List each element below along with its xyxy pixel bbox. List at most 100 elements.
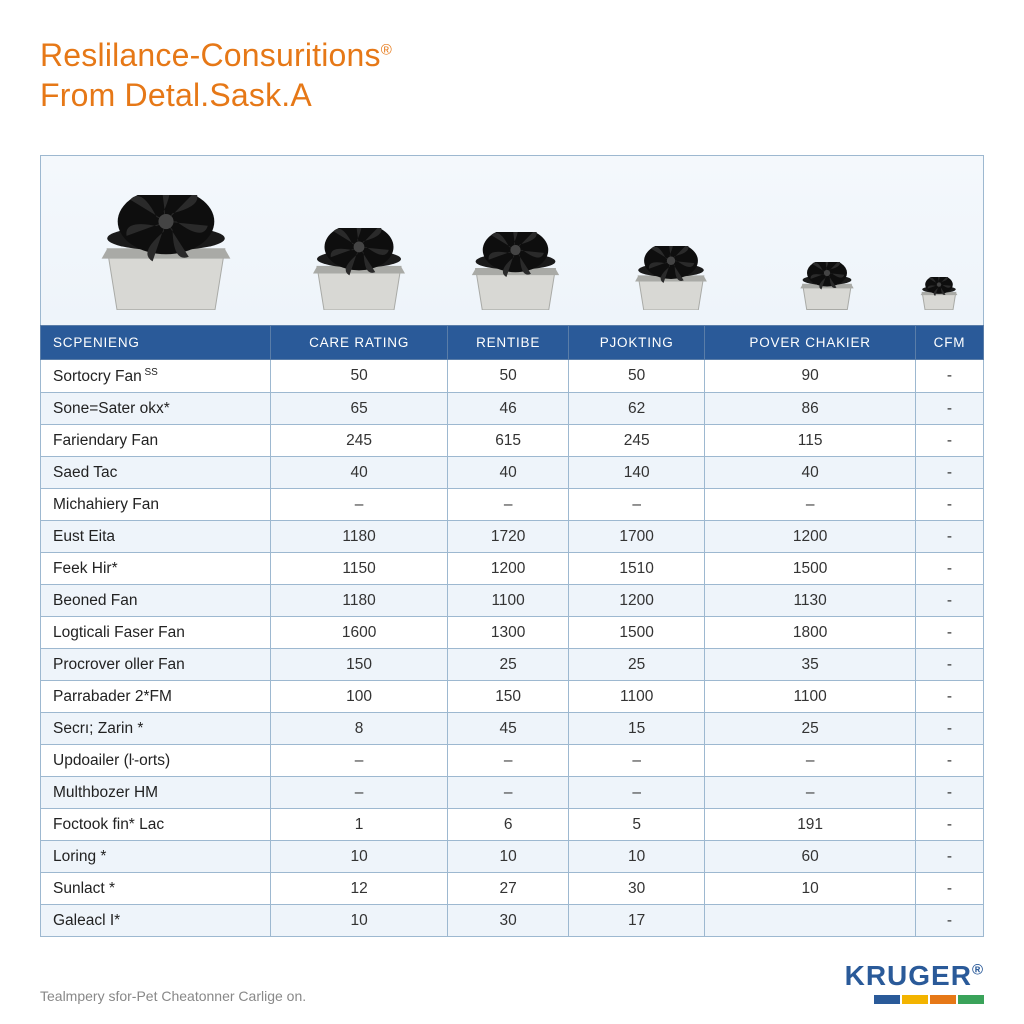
table-cell: 45 <box>448 713 569 745</box>
title-text-1: Reslilance-Consuritions <box>40 37 381 73</box>
table-cell: 62 <box>569 393 705 425</box>
table-cell: 150 <box>448 681 569 713</box>
table-cell: 10 <box>448 841 569 873</box>
col-header-screening: SCPENIENG <box>41 326 271 360</box>
table-row: Sunlact *12273010- <box>41 873 984 905</box>
table-cell: 65 <box>271 393 448 425</box>
table-cell: 1130 <box>705 585 916 617</box>
brand-name: KRUGER <box>845 960 972 991</box>
title-line-1: Reslilance-Consuritions® <box>40 35 984 75</box>
table-cell: 6 <box>448 809 569 841</box>
col-header-cfm: CFM <box>916 326 984 360</box>
col-header-rentibe: RENTIBE <box>448 326 569 360</box>
table-cell: 140 <box>569 457 705 489</box>
table-cell: – <box>271 777 448 809</box>
table-row: Updoailer (ŀ-orts)––––- <box>41 745 984 777</box>
row-label: Logticali Faser Fan <box>41 617 271 649</box>
col-header-care-rating: CARE RATING <box>271 326 448 360</box>
table-cell: – <box>705 745 916 777</box>
table-cell: 46 <box>448 393 569 425</box>
row-label: Procrover oller Fan <box>41 649 271 681</box>
fan-icon <box>309 228 409 315</box>
table-cell: – <box>448 489 569 521</box>
table-cell: 245 <box>569 425 705 457</box>
table-cell: 245 <box>271 425 448 457</box>
footer-note: Tealmpery sfor-Pet Cheatonner Carlige on… <box>40 988 306 1004</box>
table-cell: - <box>916 553 984 585</box>
fan-icon <box>632 246 710 315</box>
fan-icon <box>919 277 959 315</box>
table-cell: – <box>569 777 705 809</box>
registered-mark-icon: ® <box>381 41 392 58</box>
table-cell: 1800 <box>705 617 916 649</box>
table-cell: – <box>705 777 916 809</box>
fan-image-slot-2 <box>437 232 593 315</box>
table-row: Michahiery Fan––––- <box>41 489 984 521</box>
brand-logo-text: KRUGER® <box>845 960 984 992</box>
row-label: Sunlact * <box>41 873 271 905</box>
table-cell: 615 <box>448 425 569 457</box>
table-row: Galeacl I*103017- <box>41 905 984 937</box>
row-label: Michahiery Fan <box>41 489 271 521</box>
table-cell: 1720 <box>448 521 569 553</box>
table-row: Secrı; Zarin *8451525- <box>41 713 984 745</box>
title-line-2: From Detal.Sask.A <box>40 75 984 115</box>
table-cell: 25 <box>705 713 916 745</box>
table-cell: 8 <box>271 713 448 745</box>
table-cell: 1100 <box>705 681 916 713</box>
table-cell: - <box>916 360 984 393</box>
table-cell: 1100 <box>448 585 569 617</box>
table-cell: 30 <box>569 873 705 905</box>
table-cell: 15 <box>569 713 705 745</box>
page-footer: Tealmpery sfor-Pet Cheatonner Carlige on… <box>40 960 984 1004</box>
table-cell: 40 <box>448 457 569 489</box>
table-cell: – <box>271 489 448 521</box>
table-cell: - <box>916 873 984 905</box>
row-label: Galeacl I* <box>41 905 271 937</box>
page-title-block: Reslilance-Consuritions® From Detal.Sask… <box>40 35 984 115</box>
row-label: Loring * <box>41 841 271 873</box>
row-label: Updoailer (ŀ-orts) <box>41 745 271 777</box>
table-cell: 1200 <box>448 553 569 585</box>
table-cell: 30 <box>448 905 569 937</box>
table-cell: 25 <box>448 649 569 681</box>
table-cell: 86 <box>705 393 916 425</box>
table-row: Logticali Faser Fan1600130015001800- <box>41 617 984 649</box>
table-cell: 1180 <box>271 521 448 553</box>
table-cell: 27 <box>448 873 569 905</box>
table-cell: 1 <box>271 809 448 841</box>
row-label: Secrı; Zarin * <box>41 713 271 745</box>
table-cell: 40 <box>705 457 916 489</box>
table-row: Beoned Fan1180110012001130- <box>41 585 984 617</box>
table-cell: 1180 <box>271 585 448 617</box>
fan-image-slot-4 <box>749 262 905 315</box>
table-cell: 50 <box>569 360 705 393</box>
table-cell: 1510 <box>569 553 705 585</box>
col-header-pjokting: PJOKTING <box>569 326 705 360</box>
table-cell: 10 <box>705 873 916 905</box>
registered-mark-icon: ® <box>972 962 984 979</box>
row-label: Fariendary Fan <box>41 425 271 457</box>
table-cell: 10 <box>569 841 705 873</box>
row-label: Eust Eita <box>41 521 271 553</box>
table-cell: - <box>916 521 984 553</box>
table-row: Fariendary Fan245615245115- <box>41 425 984 457</box>
table-cell: – <box>448 777 569 809</box>
table-cell: 50 <box>448 360 569 393</box>
row-label: Saed Tac <box>41 457 271 489</box>
row-label: Feek Hir* <box>41 553 271 585</box>
table-cell: - <box>916 425 984 457</box>
table-cell: 150 <box>271 649 448 681</box>
brand-bar <box>958 995 984 1004</box>
brand-color-bars <box>874 995 984 1004</box>
table-cell: - <box>916 649 984 681</box>
table-cell: 115 <box>705 425 916 457</box>
fan-image-slot-1 <box>281 228 437 315</box>
table-cell: 5 <box>569 809 705 841</box>
table-cell: 1600 <box>271 617 448 649</box>
row-label: Foctook fin* Lac <box>41 809 271 841</box>
row-label: Sone=Sater okx* <box>41 393 271 425</box>
table-cell: 50 <box>271 360 448 393</box>
table-cell: - <box>916 393 984 425</box>
table-cell: – <box>705 489 916 521</box>
